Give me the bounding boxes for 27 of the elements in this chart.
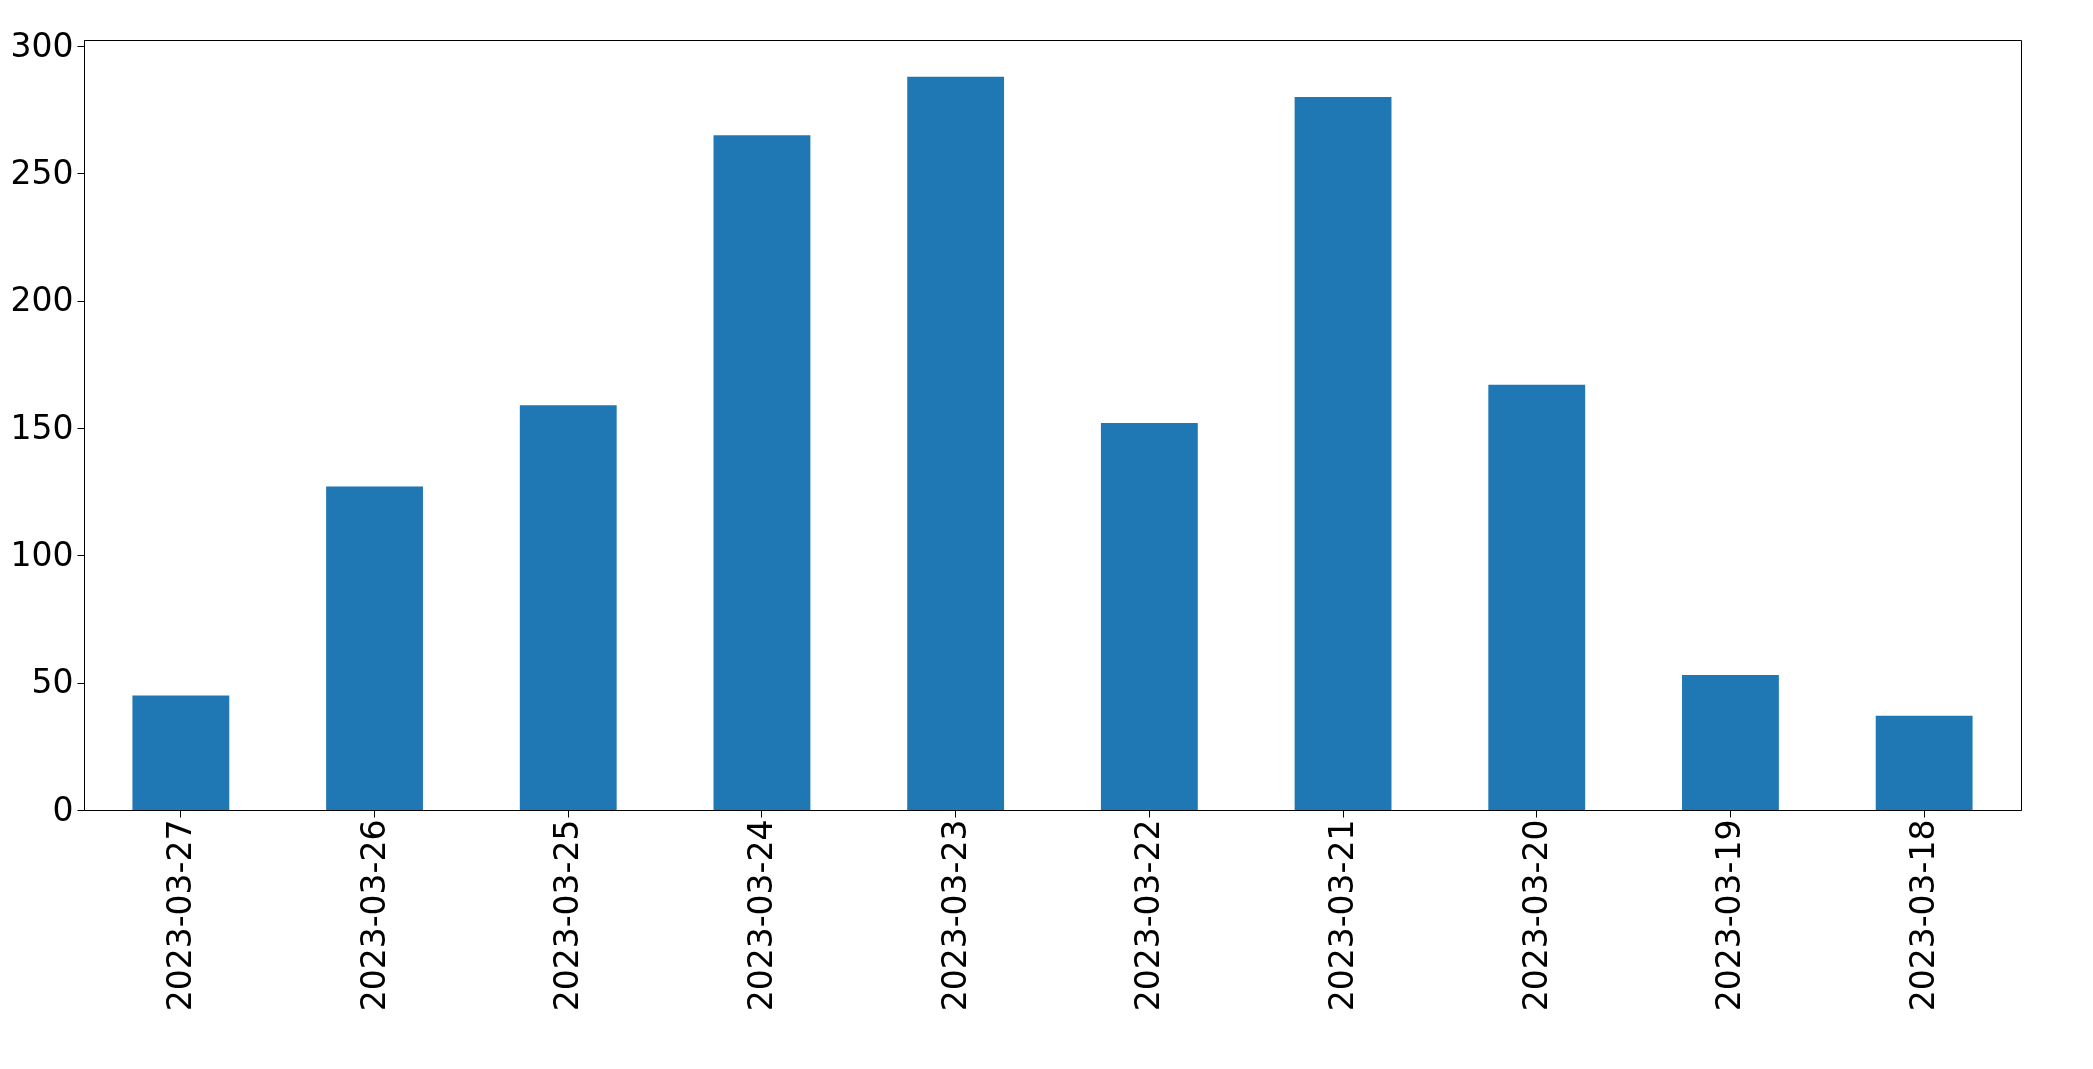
x-tick-label: 2023-03-26 — [353, 819, 393, 1012]
bar — [1682, 675, 1779, 810]
x-tick-label: 2023-03-18 — [1903, 819, 1943, 1012]
x-tick-label: 2023-03-24 — [740, 819, 780, 1012]
y-tick-label: 300 — [10, 25, 74, 65]
y-tick-label: 0 — [52, 789, 74, 829]
x-tick-label: 2023-03-20 — [1515, 819, 1555, 1012]
bar — [907, 76, 1005, 810]
bar — [326, 486, 423, 810]
x-tick-label: 2023-03-25 — [547, 819, 587, 1012]
bar — [1294, 97, 1392, 810]
bar — [1488, 384, 1586, 810]
x-tick-label: 2023-03-23 — [934, 819, 974, 1012]
y-tick-label: 50 — [31, 662, 74, 702]
bar — [1100, 422, 1198, 810]
x-tick-label: 2023-03-27 — [159, 819, 199, 1012]
y-tick-label: 150 — [10, 407, 74, 447]
y-tick-label: 100 — [10, 534, 74, 574]
bar — [1875, 715, 1973, 810]
y-tick-label: 250 — [10, 152, 74, 192]
x-tick-label: 2023-03-21 — [1322, 819, 1362, 1012]
x-tick-label: 2023-03-22 — [1128, 819, 1168, 1012]
y-tick-label: 200 — [10, 280, 74, 320]
bar — [713, 135, 811, 810]
bar — [519, 405, 617, 810]
x-tick-label: 2023-03-19 — [1709, 819, 1749, 1012]
bar — [132, 695, 230, 810]
